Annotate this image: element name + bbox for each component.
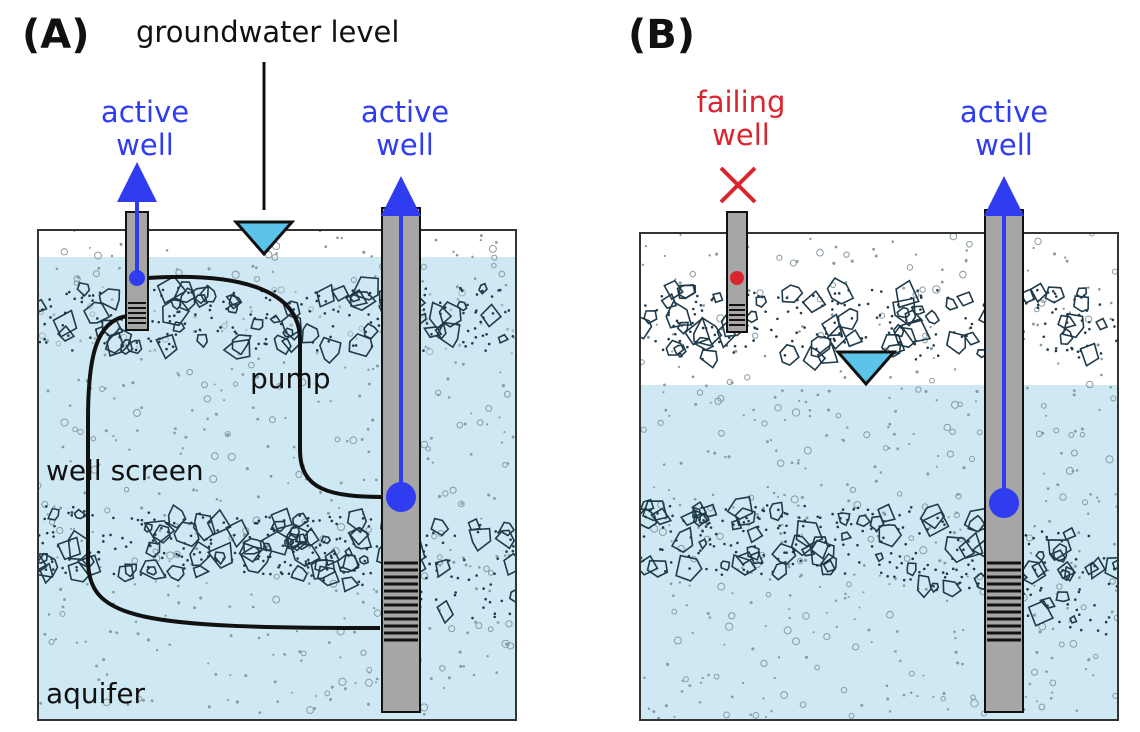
active-well-label-line2: well — [975, 128, 1033, 162]
well-screen-small — [128, 302, 146, 324]
well-b-left — [726, 211, 748, 333]
active-well-label-line1: active — [960, 95, 1048, 129]
active-well-label-line2: well — [116, 128, 174, 162]
well-a-right — [381, 176, 421, 713]
panel-b: (B) failing well active well — [628, 12, 1119, 721]
well-screen-large — [384, 561, 418, 642]
well-screen-label: well screen — [46, 454, 204, 487]
pump-dot — [386, 482, 416, 512]
pump-dot — [989, 488, 1019, 518]
groundwater-level-label: groundwater level — [136, 15, 399, 49]
failing-well-label-line1: failing — [697, 85, 786, 119]
screen-leader-line — [86, 314, 381, 630]
well-a-left — [117, 162, 157, 331]
pump-leader-line — [147, 274, 386, 499]
failure-x-icon — [719, 166, 757, 204]
pump-dot — [129, 270, 145, 286]
panel-b-letter: (B) — [628, 12, 695, 58]
water-table-triangle — [834, 350, 898, 387]
panel-a-letter: (A) — [22, 12, 90, 58]
panel-a: (A) groundwater level active well active… — [22, 12, 517, 721]
pump-dot — [730, 271, 744, 285]
active-well-label-line1: active — [101, 95, 189, 129]
panel-b-frame — [639, 232, 1119, 721]
failing-well-label-line2: well — [712, 118, 770, 152]
well-screen-large — [987, 561, 1021, 642]
active-well-label-line2: well — [376, 128, 434, 162]
aquifer-label: aquifer — [46, 677, 146, 710]
pump-label: pump — [250, 362, 331, 395]
water-layer — [640, 385, 1118, 720]
well-b-right — [984, 176, 1024, 713]
water-table-triangle — [232, 220, 296, 257]
well-screen-small — [729, 304, 745, 326]
active-well-label-line1: active — [361, 95, 449, 129]
